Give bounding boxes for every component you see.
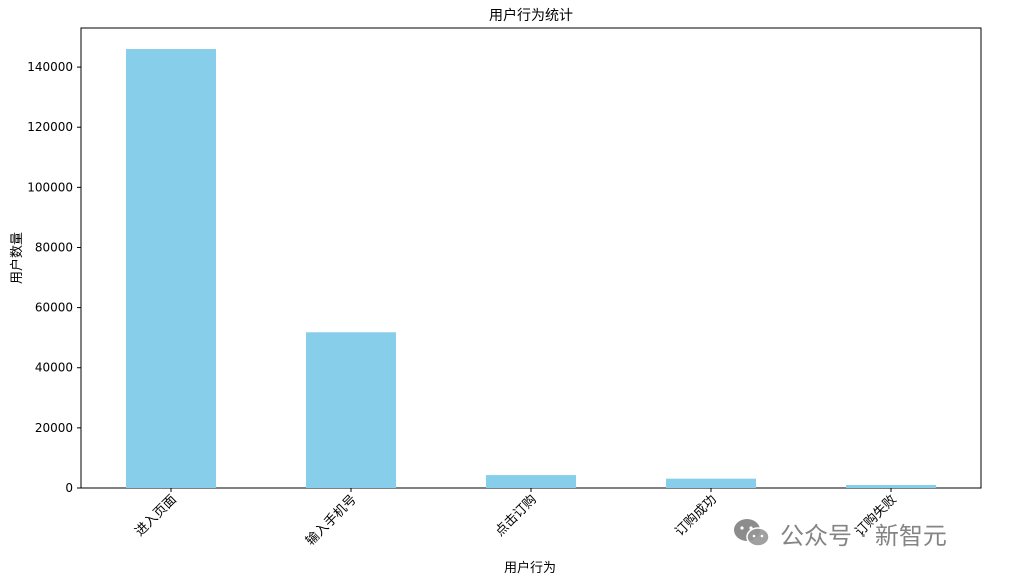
bar-1	[126, 49, 216, 489]
x-axis-label: 用户行为	[504, 560, 556, 574]
bar-5	[846, 484, 936, 488]
watermark: 公众号 · 新智元	[732, 515, 947, 551]
y-tick-label-0: 0	[65, 481, 73, 495]
x-tick-label-2: 输入手机号	[303, 492, 360, 549]
watermark-text: 公众号 · 新智元	[780, 521, 947, 550]
bar-4	[666, 478, 756, 488]
y-tick-label-4: 80000	[35, 240, 73, 254]
y-tick-label-2: 40000	[35, 361, 73, 375]
x-tick-label-3: 点击订购	[492, 492, 540, 540]
y-tick-label-7: 140000	[27, 60, 73, 74]
x-tick-label-1: 进入页面	[132, 492, 179, 539]
y-axis-label: 用户数量	[9, 232, 25, 284]
bar-3	[486, 475, 576, 488]
y-tick-label-3: 60000	[35, 301, 73, 315]
y-tick-label-6: 120000	[27, 120, 73, 134]
y-tick-label-1: 20000	[35, 421, 73, 435]
y-axis: 0 20000 40000 60000 80000 100000 120000 140000	[27, 60, 81, 495]
wechat-icon	[734, 519, 770, 547]
x-tick-label-4: 订购成功	[672, 492, 720, 540]
chart-title: 用户行为统计	[489, 7, 573, 24]
bar-2	[306, 332, 396, 488]
bars-group	[126, 49, 936, 489]
y-tick-label-5: 100000	[27, 180, 73, 194]
